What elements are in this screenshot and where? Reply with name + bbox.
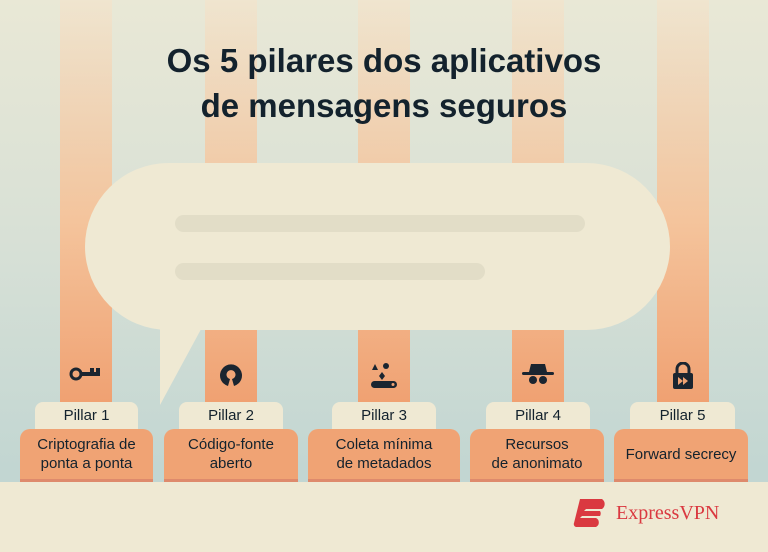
- pillar-tab-4: Pillar 4: [486, 402, 590, 429]
- pillar-label-3: Coleta mínima de metadados: [308, 429, 460, 483]
- bubble-line-1: [175, 215, 585, 232]
- pillar-tab-3: Pillar 3: [332, 402, 436, 429]
- incognito-icon: [512, 362, 564, 391]
- pillar-column-5: [657, 0, 709, 402]
- bubble-line-2: [175, 263, 485, 280]
- chat-bubble: [85, 163, 670, 330]
- expressvpn-logo-icon: [573, 499, 605, 527]
- label-line: Coleta mínima: [335, 436, 433, 453]
- lock-forward-icon: [657, 361, 709, 395]
- expressvpn-logo: ExpressVPN: [572, 498, 719, 528]
- label-line: de anonimato: [491, 455, 583, 472]
- label-line: Forward secrecy: [625, 445, 737, 463]
- pillar-tab-1: Pillar 1: [35, 402, 138, 429]
- label-line: ponta a ponta: [40, 455, 133, 472]
- pillar-tab-2: Pillar 2: [179, 402, 283, 429]
- pillar-label-4: Recursos de anonimato: [470, 429, 604, 483]
- pillar-label-5: Forward secrecy: [614, 429, 748, 483]
- label-line: Criptografia de: [37, 436, 136, 453]
- title-line-1: Os 5 pilares dos aplicativos: [166, 42, 602, 79]
- chat-bubble-tail: [160, 320, 206, 405]
- footer: [0, 482, 768, 552]
- key-icon: [60, 362, 112, 387]
- label-line: Recursos: [505, 436, 569, 453]
- label-line: Código-fonte: [188, 436, 274, 453]
- label-line: de metadados: [336, 455, 432, 472]
- pillar-tab-5: Pillar 5: [630, 402, 735, 429]
- data-shapes-icon: [358, 362, 410, 395]
- brand-name: ExpressVPN: [616, 501, 720, 524]
- pillar-label-2: Código-fonte aberto: [164, 429, 298, 483]
- open-source-icon: [205, 362, 257, 393]
- title-line-2: de mensagens seguros: [200, 87, 568, 124]
- page-title: Os 5 pilares dos aplicativos de mensagen…: [0, 38, 768, 128]
- label-line: aberto: [209, 455, 253, 472]
- pillar-label-1: Criptografia de ponta a ponta: [20, 429, 153, 483]
